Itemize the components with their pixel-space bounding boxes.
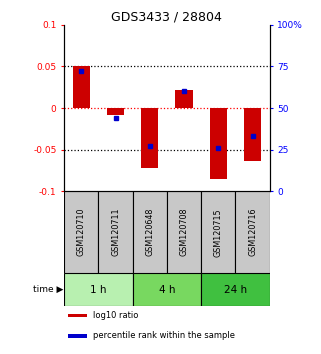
Text: GSM120648: GSM120648 <box>145 208 154 256</box>
Text: time ▶: time ▶ <box>33 285 64 294</box>
Text: log10 ratio: log10 ratio <box>93 311 138 320</box>
Bar <box>176 90 193 108</box>
Text: GSM120716: GSM120716 <box>248 208 257 257</box>
Text: 4 h: 4 h <box>159 285 175 295</box>
Bar <box>210 108 227 179</box>
Title: GDS3433 / 28804: GDS3433 / 28804 <box>111 11 222 24</box>
Bar <box>133 273 201 306</box>
Text: 1 h: 1 h <box>90 285 107 295</box>
Bar <box>64 273 133 306</box>
Bar <box>64 192 99 273</box>
Bar <box>73 65 90 108</box>
Text: GSM120710: GSM120710 <box>77 208 86 257</box>
Bar <box>107 108 124 115</box>
Bar <box>235 192 270 273</box>
Text: percentile rank within the sample: percentile rank within the sample <box>93 331 235 341</box>
Bar <box>141 108 158 168</box>
Bar <box>244 108 261 161</box>
Text: 24 h: 24 h <box>224 285 247 295</box>
Bar <box>68 314 87 317</box>
Bar <box>167 192 201 273</box>
Text: GSM120711: GSM120711 <box>111 208 120 257</box>
Bar <box>201 192 235 273</box>
Text: GSM120715: GSM120715 <box>214 208 223 257</box>
Bar <box>68 334 87 338</box>
Bar <box>133 192 167 273</box>
Bar <box>99 192 133 273</box>
Text: GSM120708: GSM120708 <box>179 208 188 257</box>
Bar <box>201 273 270 306</box>
